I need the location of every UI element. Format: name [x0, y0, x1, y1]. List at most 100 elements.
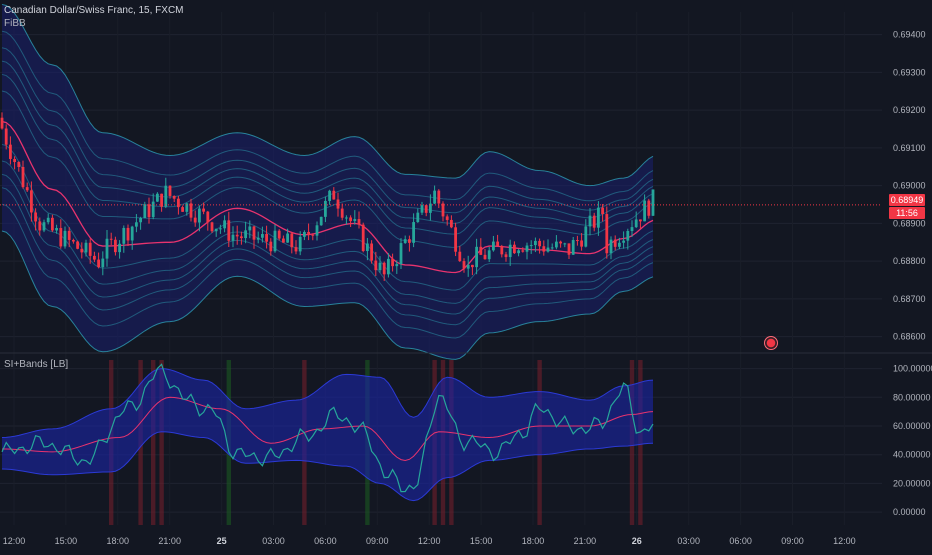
candle-body	[84, 242, 88, 253]
candle-body	[290, 233, 294, 248]
candle-body	[151, 201, 155, 218]
candle-body	[525, 245, 529, 252]
candle-body	[651, 189, 655, 216]
time-tick-label: 09:00	[781, 536, 804, 546]
time-tick-label: 06:00	[314, 536, 337, 546]
candle-body	[42, 222, 46, 231]
symbol-title[interactable]: Canadian Dollar/Swiss Franc, 15, FXCM	[4, 5, 184, 16]
price-tick-label: 0.68900	[893, 218, 926, 228]
candle-body	[366, 243, 369, 252]
candle-body	[273, 230, 277, 252]
candle-body	[492, 241, 495, 251]
fib-band-fill	[2, 4, 653, 360]
candle-body	[298, 236, 302, 252]
fib-band-lower-line	[1, 160, 654, 304]
candle-body	[601, 207, 604, 215]
fib-bands	[1, 3, 654, 360]
candle-body	[332, 190, 336, 200]
candle-body	[483, 254, 487, 260]
price-axis: 0.69400 0.69300 0.69200 0.69100 0.69000 0.689…	[893, 30, 926, 342]
candle-body	[336, 199, 340, 209]
candle-body	[353, 219, 357, 222]
candle-body	[93, 255, 96, 260]
oscillator-axis: 100.00000 80.00000 60.00000 40.00000 20.0000…	[893, 364, 932, 517]
candle-body	[101, 258, 105, 268]
osc-tick-label: 80.00000	[893, 392, 931, 402]
candle-body	[559, 241, 562, 244]
candle-body	[500, 246, 504, 255]
candle-body	[219, 228, 222, 230]
candle-body	[441, 203, 445, 217]
candle-body	[67, 230, 71, 240]
osc-tick-label: 0.00000	[893, 507, 926, 517]
candle-body	[286, 233, 289, 243]
oscillator-label[interactable]: SI+Bands [LB]	[4, 359, 69, 370]
candle-body	[399, 243, 403, 265]
candle-body	[4, 128, 8, 145]
candle-body	[408, 239, 411, 243]
price-tick-label: 0.69100	[893, 143, 926, 153]
time-tick-label: 06:00	[729, 536, 752, 546]
candle-body	[605, 214, 609, 254]
candle-body	[265, 234, 268, 242]
candle-body	[282, 238, 285, 243]
candle-body	[164, 185, 168, 207]
candle-body	[555, 241, 558, 248]
osc-tick-label: 20.00000	[893, 478, 931, 488]
fib-band-lower-line	[1, 230, 654, 360]
candle-body	[114, 239, 117, 253]
alert-icon[interactable]	[764, 336, 778, 350]
indicator-label[interactable]: FiBB	[4, 18, 26, 29]
osc-tick-label: 100.00000	[893, 364, 932, 374]
candle-body	[319, 216, 323, 226]
time-tick-label: 21:00	[574, 536, 597, 546]
candle-body	[609, 239, 613, 254]
candle-body	[563, 243, 567, 245]
time-tick-label: 18:00	[107, 536, 130, 546]
candle-body	[597, 207, 600, 228]
candle-body	[370, 243, 373, 261]
candle-body	[177, 198, 180, 208]
time-tick-label: 03:00	[677, 536, 700, 546]
candle-body	[160, 193, 163, 207]
price-tick-label: 0.69400	[893, 30, 926, 40]
candle-body	[55, 228, 58, 231]
time-tick-label: 15:00	[470, 536, 493, 546]
osc-line	[1, 363, 654, 493]
candle-body	[231, 234, 235, 241]
time-tick-label: 25	[217, 536, 227, 546]
osc-band-fill	[2, 368, 653, 501]
candle-body	[546, 247, 550, 252]
candle-body	[504, 254, 508, 258]
candle-body	[9, 144, 12, 159]
candle-body	[0, 117, 4, 129]
candle-body	[156, 193, 159, 202]
candle-body	[382, 262, 386, 275]
candle-body	[307, 231, 310, 235]
fib-band-upper-line	[1, 90, 654, 248]
osc-ma-line	[1, 396, 654, 461]
candle-body	[592, 215, 596, 228]
candle-body	[324, 200, 327, 217]
candle-body	[269, 241, 273, 252]
candle-body	[622, 240, 625, 243]
candle-body	[223, 220, 226, 229]
candle-body	[580, 240, 583, 247]
candle-body	[374, 260, 378, 271]
candle-body	[328, 190, 331, 201]
candle-body	[357, 219, 361, 225]
candle-body	[277, 230, 281, 239]
candle-body	[139, 217, 142, 223]
candle-body	[30, 190, 33, 213]
candle-body	[227, 220, 231, 241]
fib-band-upper-line	[1, 3, 654, 187]
candle-body	[508, 244, 512, 258]
fib-band-upper-line	[1, 60, 654, 224]
candle-body	[256, 237, 260, 240]
candle-body	[210, 222, 214, 232]
candle-body	[51, 217, 54, 231]
candle-body	[202, 208, 205, 212]
candle-body	[80, 248, 84, 253]
